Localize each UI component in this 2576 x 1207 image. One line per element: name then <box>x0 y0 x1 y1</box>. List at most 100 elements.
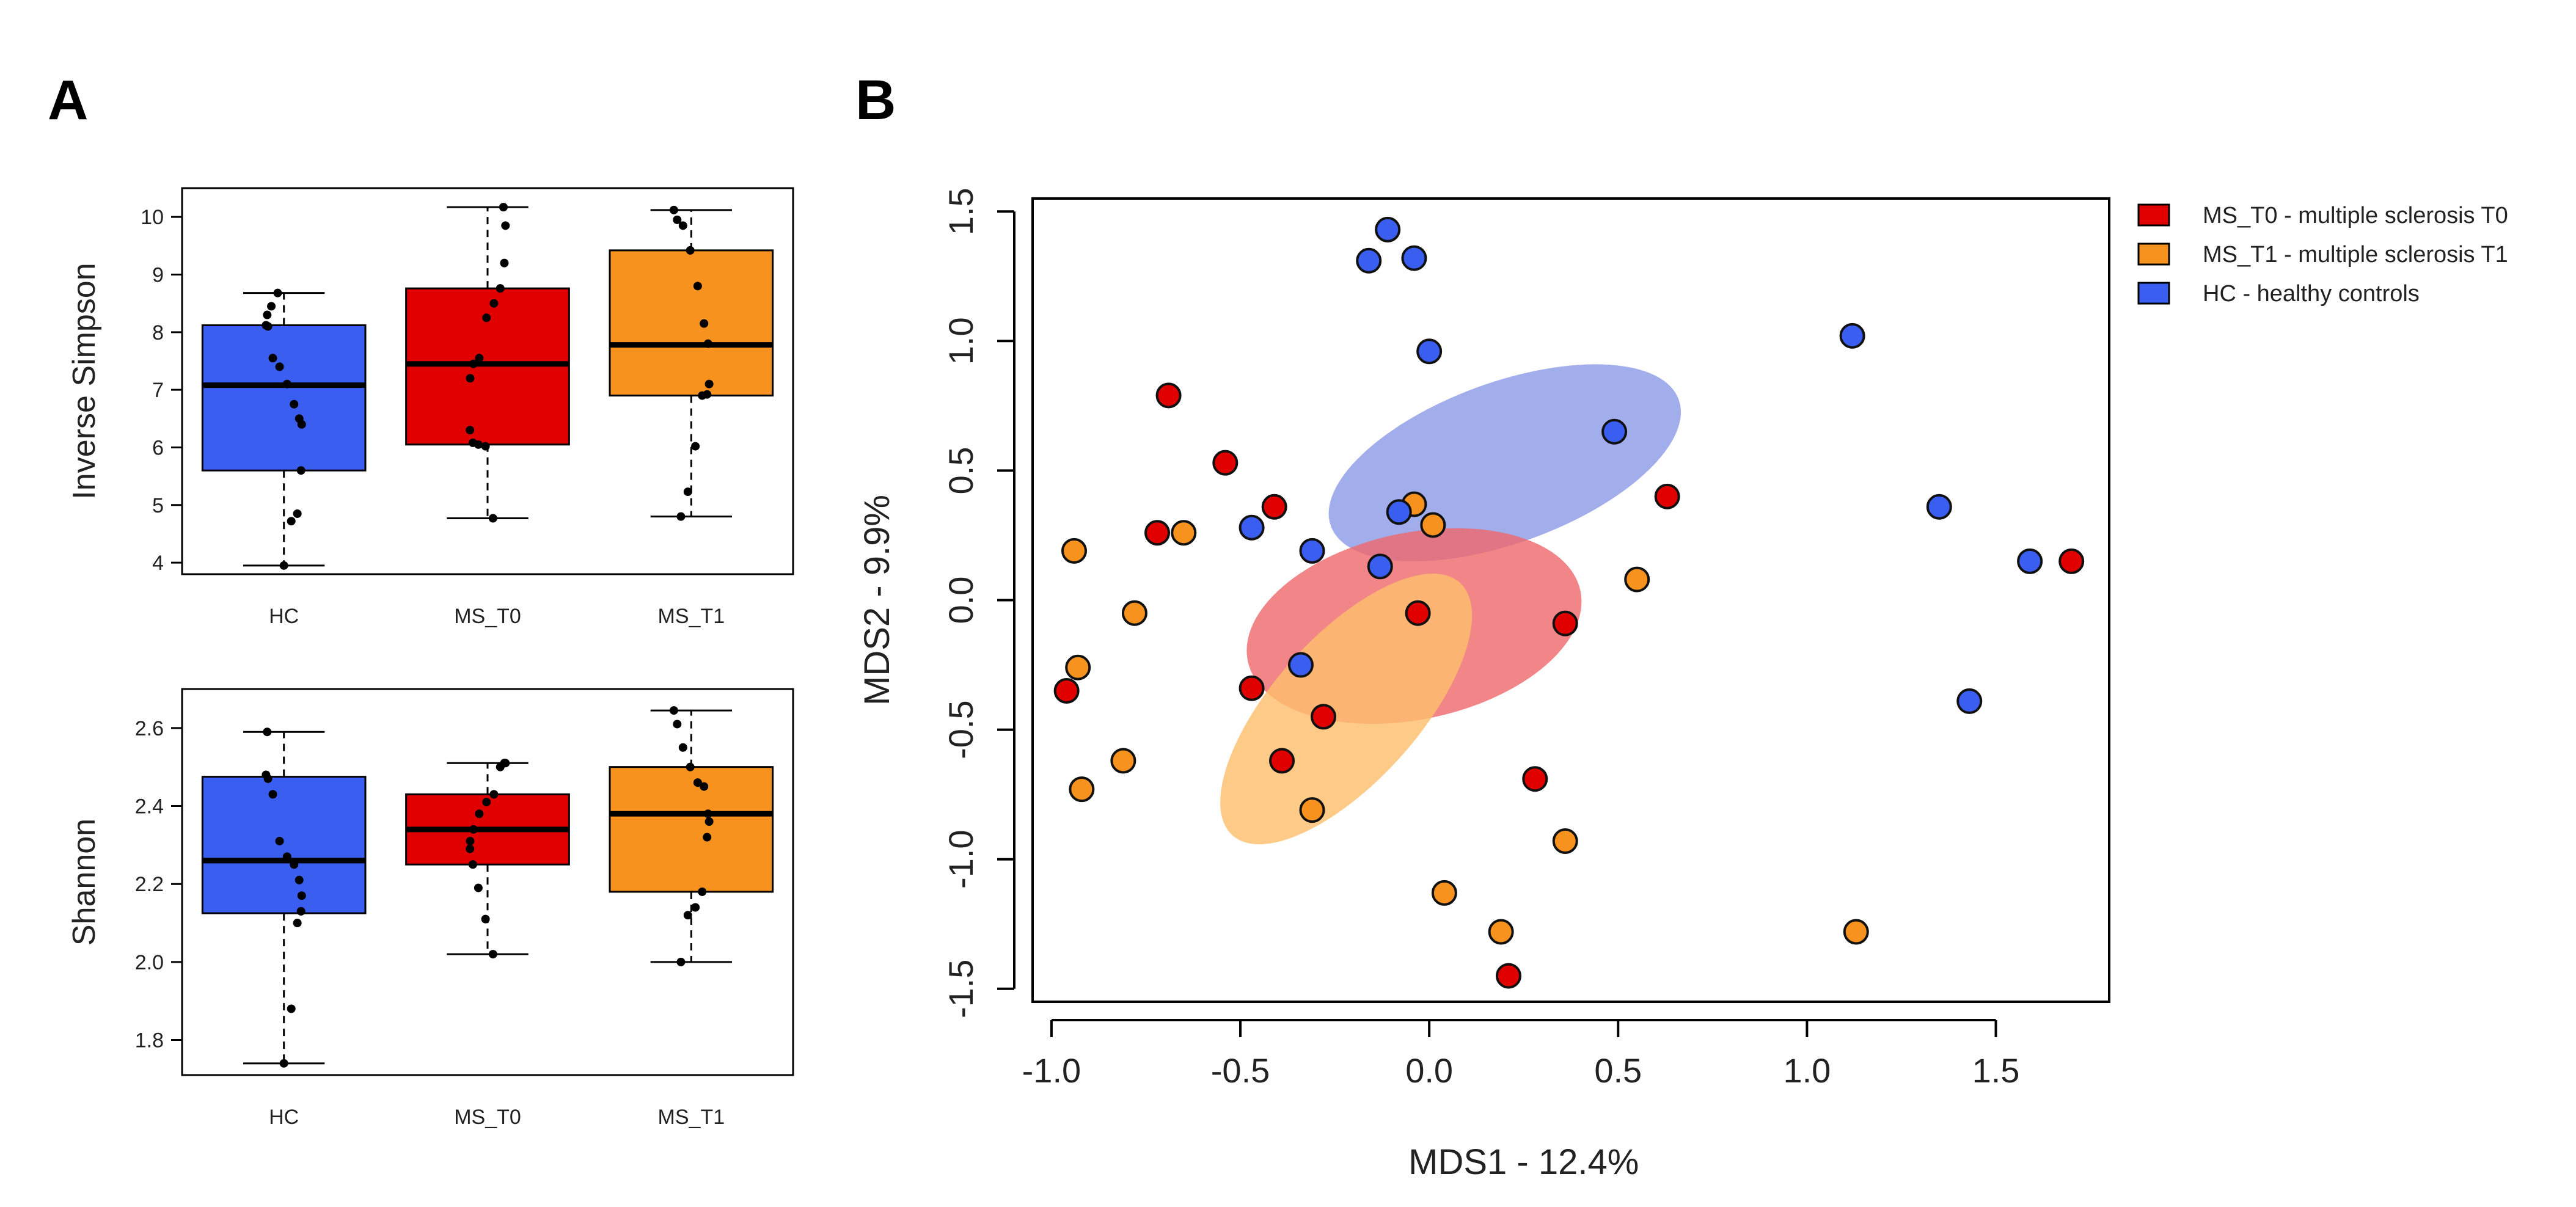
x-tick-label-ms-t0: MS_T0 <box>454 1106 521 1129</box>
data-point-hc <box>290 860 299 869</box>
data-point-hc <box>275 836 284 845</box>
y-axis-label: Inverse Simpson <box>67 263 102 499</box>
point-hc <box>1601 418 1628 445</box>
data-point-ms-t1 <box>686 762 695 771</box>
data-point-hc <box>296 906 306 916</box>
x-tick-label-hc: HC <box>269 1106 299 1129</box>
data-point-ms-t1 <box>704 817 714 826</box>
point-hc <box>1299 538 1325 564</box>
x-tick-label-ms-t1: MS_T1 <box>658 1106 725 1129</box>
x-tick-label: 0.0 <box>1405 1051 1453 1090</box>
x-tick-label: -0.5 <box>1211 1051 1270 1090</box>
point-hc <box>1375 216 1401 242</box>
data-point-hc <box>267 302 276 311</box>
x-tick-label: 1.0 <box>1783 1051 1831 1090</box>
data-point-ms-t1 <box>700 319 709 328</box>
data-point-ms-t1 <box>691 903 700 912</box>
data-point-ms-t1 <box>703 390 712 399</box>
data-point-hc <box>297 891 306 900</box>
data-point-ms-t1 <box>691 442 700 451</box>
point-ms-t0 <box>1144 520 1171 546</box>
y-axis-label: Shannon <box>67 819 102 946</box>
panel-a-label: A <box>48 69 88 131</box>
panel-b-label: B <box>855 69 896 131</box>
data-point-hc <box>268 790 277 799</box>
point-ms-t0 <box>1261 494 1287 520</box>
data-point-ms-t0 <box>500 258 509 268</box>
data-point-ms-t0 <box>466 844 475 853</box>
plot-frame <box>181 187 794 575</box>
data-point-ms-t0 <box>489 790 499 799</box>
point-ms-t0 <box>1212 450 1239 476</box>
data-point-ms-t1 <box>703 833 712 842</box>
point-ms-t0 <box>1405 600 1431 626</box>
boxplot-shannon: HC MS_T0 MS_T1 1.8 2.0 2.2 2.4 2.6 Shannon <box>67 688 794 1129</box>
x-tick-label-hc: HC <box>269 605 299 628</box>
point-ms-t0 <box>1552 610 1578 636</box>
data-point-ms-t0 <box>488 950 497 959</box>
data-point-ms-t1 <box>669 205 678 214</box>
data-point-ms-t0 <box>475 354 484 363</box>
point-ms-t0 <box>1053 677 1080 704</box>
legend-label-0: MS_T0 - multiple sclerosis T0 <box>2203 203 2508 228</box>
point-ms-t0 <box>1239 675 1265 701</box>
point-hc <box>1839 323 1865 349</box>
data-point-ms-t1 <box>676 512 686 521</box>
data-point-ms-t1 <box>698 887 707 896</box>
y-tick-label: 6 <box>152 436 164 459</box>
plot-frame <box>181 688 794 1076</box>
legend-label-2: HC - healthy controls <box>2203 281 2420 307</box>
x-tick-label-ms-t1: MS_T1 <box>658 605 725 628</box>
data-point-hc <box>279 561 288 570</box>
data-point-ms-t0 <box>469 359 478 368</box>
point-hc <box>1926 494 1952 520</box>
point-ms-t0 <box>1155 382 1182 409</box>
y-tick-label: 1.5 <box>942 188 980 235</box>
data-point-ms-t0 <box>481 442 490 451</box>
point-ms-t0 <box>2058 548 2085 574</box>
point-ms-t0 <box>1654 483 1680 509</box>
data-point-ms-t1 <box>704 379 714 388</box>
data-point-hc <box>282 852 291 861</box>
y-tick-label: 0.0 <box>942 577 980 624</box>
data-point-ms-t0 <box>468 438 477 447</box>
y-tick-label: 0.5 <box>942 447 980 494</box>
box-hc <box>201 776 367 914</box>
y-tick-label: 9 <box>152 263 164 286</box>
point-ms-t1 <box>1488 919 1514 945</box>
data-point-ms-t1 <box>693 778 702 787</box>
data-point-ms-t0 <box>468 860 477 869</box>
point-ms-t1 <box>1110 748 1136 774</box>
point-ms-t1 <box>1624 566 1650 593</box>
data-point-ms-t1 <box>703 339 712 348</box>
data-point-ms-t1 <box>683 487 692 497</box>
data-point-ms-t0 <box>501 759 510 768</box>
x-tick-label-ms-t0: MS_T0 <box>454 605 521 628</box>
point-ms-t1 <box>1061 538 1088 564</box>
point-ms-t1 <box>1299 797 1325 823</box>
data-point-hc <box>293 919 302 928</box>
x-axis-label: MDS1 - 12.4% <box>1408 1142 1639 1182</box>
point-hc <box>1956 688 1983 714</box>
point-hc <box>1416 338 1443 365</box>
y-tick-label: 1.8 <box>135 1029 164 1052</box>
data-point-hc <box>295 875 304 884</box>
ellipse-ms-t1 <box>1220 574 1473 845</box>
y-tick-label: -0.5 <box>942 700 980 759</box>
data-point-ms-t1 <box>669 706 678 715</box>
point-ms-t1 <box>1843 919 1869 945</box>
point-ms-t0 <box>1269 748 1295 774</box>
data-point-ms-t0 <box>469 825 478 834</box>
data-point-hc <box>287 1004 296 1013</box>
data-point-ms-t0 <box>481 914 490 924</box>
y-tick-label: 1.0 <box>942 317 980 365</box>
point-ms-t1 <box>1431 880 1457 906</box>
data-point-hc <box>275 362 284 371</box>
data-point-ms-t0 <box>474 883 483 892</box>
plot-frame <box>1031 197 2110 1003</box>
data-point-ms-t0 <box>482 313 491 323</box>
data-point-hc <box>273 288 282 297</box>
point-hc <box>1287 652 1314 678</box>
point-ms-t0 <box>1311 704 1337 730</box>
